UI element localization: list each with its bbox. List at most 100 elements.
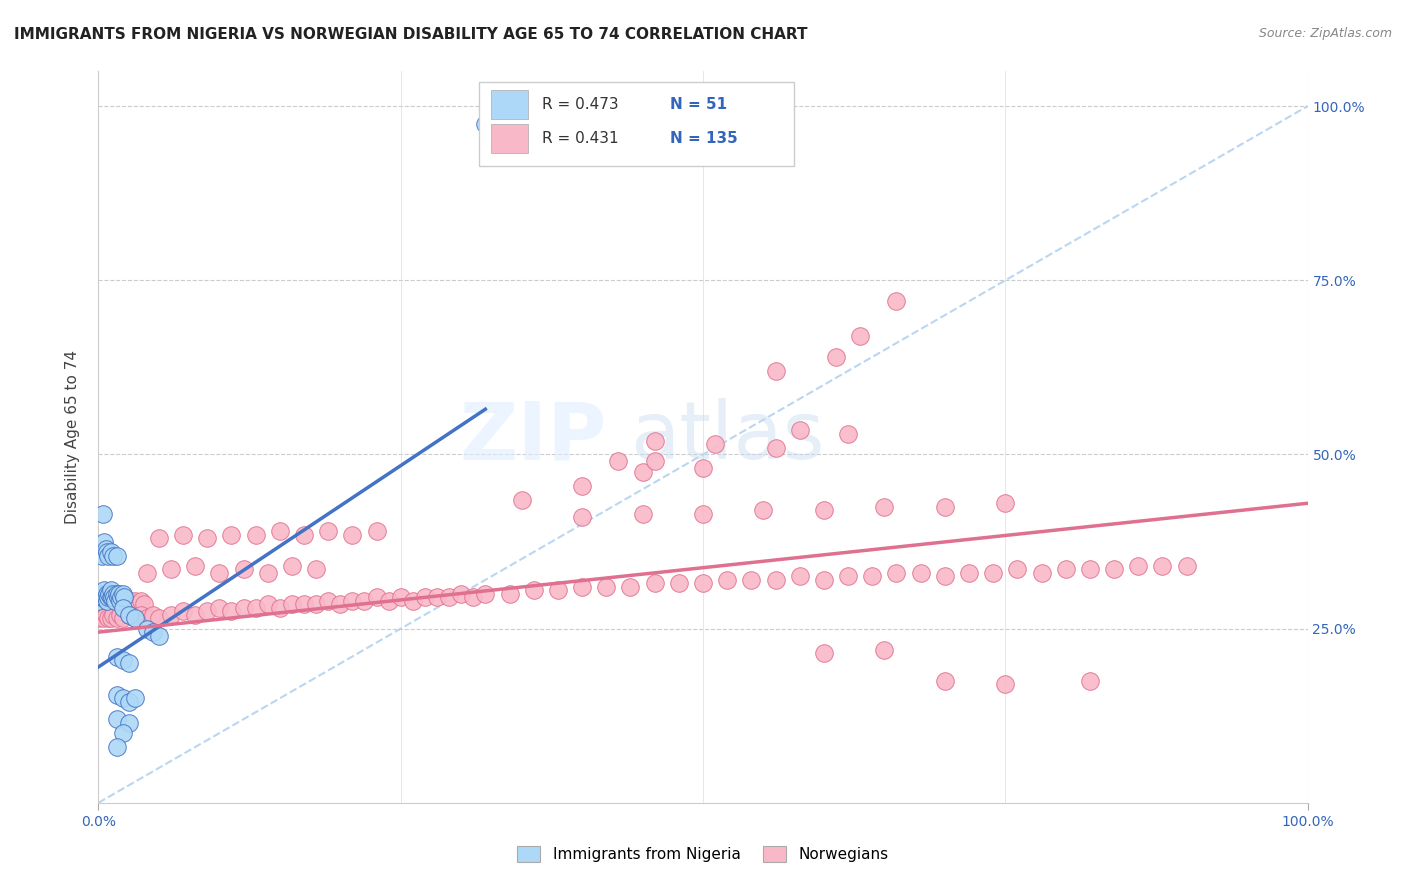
Point xyxy=(595,580,617,594)
Point xyxy=(96,594,118,608)
Point xyxy=(873,500,896,514)
Point xyxy=(765,364,787,378)
Point xyxy=(765,573,787,587)
Point xyxy=(142,625,165,640)
Point xyxy=(129,594,152,608)
Point xyxy=(644,454,666,468)
Point xyxy=(100,597,122,611)
Point xyxy=(148,611,170,625)
Point xyxy=(184,558,207,573)
Point xyxy=(269,524,291,538)
Point xyxy=(873,642,896,657)
Point xyxy=(366,524,388,538)
Point xyxy=(100,591,122,605)
Point xyxy=(118,657,141,671)
Point xyxy=(104,594,127,608)
Point xyxy=(849,329,872,343)
Point xyxy=(245,527,267,541)
Point xyxy=(329,597,352,611)
Point xyxy=(571,510,593,524)
Point xyxy=(100,591,122,605)
Point xyxy=(98,587,121,601)
Text: ZIP: ZIP xyxy=(458,398,606,476)
Point xyxy=(97,591,120,605)
Point xyxy=(208,600,231,615)
Point xyxy=(96,587,118,601)
Point xyxy=(108,587,131,601)
Point xyxy=(1175,558,1198,573)
Point xyxy=(89,594,111,608)
Point xyxy=(619,580,641,594)
Point xyxy=(644,434,666,448)
Point xyxy=(402,594,425,608)
Point xyxy=(135,611,157,625)
Point xyxy=(160,607,183,622)
Point xyxy=(91,587,114,601)
Point xyxy=(124,691,146,706)
Point xyxy=(886,294,908,309)
Point xyxy=(135,566,157,580)
Point xyxy=(118,594,141,608)
Point xyxy=(934,500,956,514)
Point xyxy=(97,611,120,625)
Point xyxy=(692,507,714,521)
Point xyxy=(127,597,149,611)
Point xyxy=(105,740,128,755)
Point xyxy=(184,607,207,622)
Point xyxy=(101,587,124,601)
Point xyxy=(523,583,546,598)
Point xyxy=(105,649,128,664)
Point xyxy=(101,549,124,563)
Point xyxy=(366,591,388,605)
Point xyxy=(413,591,436,605)
Point xyxy=(103,594,125,608)
Point xyxy=(245,600,267,615)
Point xyxy=(571,479,593,493)
Point xyxy=(134,597,156,611)
Point xyxy=(98,594,121,608)
Bar xyxy=(492,89,527,119)
Point xyxy=(114,594,136,608)
Point xyxy=(232,562,254,576)
Point xyxy=(107,597,129,611)
Point xyxy=(704,437,727,451)
Point xyxy=(668,576,690,591)
Point xyxy=(94,591,117,605)
Point xyxy=(172,527,194,541)
Point xyxy=(118,607,141,622)
Point xyxy=(160,562,183,576)
Point xyxy=(93,583,115,598)
Point xyxy=(90,597,112,611)
Point xyxy=(111,611,134,625)
Point xyxy=(124,611,146,625)
Point xyxy=(124,611,146,625)
Point xyxy=(607,454,630,468)
Point xyxy=(353,594,375,608)
Point xyxy=(981,566,1004,580)
Point xyxy=(789,423,811,437)
Point xyxy=(1102,562,1125,576)
Point xyxy=(195,604,218,618)
Point xyxy=(716,573,738,587)
Point xyxy=(342,594,364,608)
Point xyxy=(813,646,835,660)
Point xyxy=(111,587,134,601)
Point xyxy=(108,594,131,608)
Point xyxy=(105,688,128,702)
Point xyxy=(110,600,132,615)
Point xyxy=(100,611,122,625)
Point xyxy=(342,527,364,541)
Point xyxy=(124,594,146,608)
Point xyxy=(813,503,835,517)
Point xyxy=(148,629,170,643)
Point xyxy=(256,597,278,611)
Point xyxy=(117,597,139,611)
Point xyxy=(886,566,908,580)
Text: atlas: atlas xyxy=(630,398,825,476)
Point xyxy=(837,569,859,583)
Point xyxy=(631,507,654,521)
Point xyxy=(96,545,118,559)
Point xyxy=(94,541,117,556)
Point xyxy=(1031,566,1053,580)
Point xyxy=(631,465,654,479)
